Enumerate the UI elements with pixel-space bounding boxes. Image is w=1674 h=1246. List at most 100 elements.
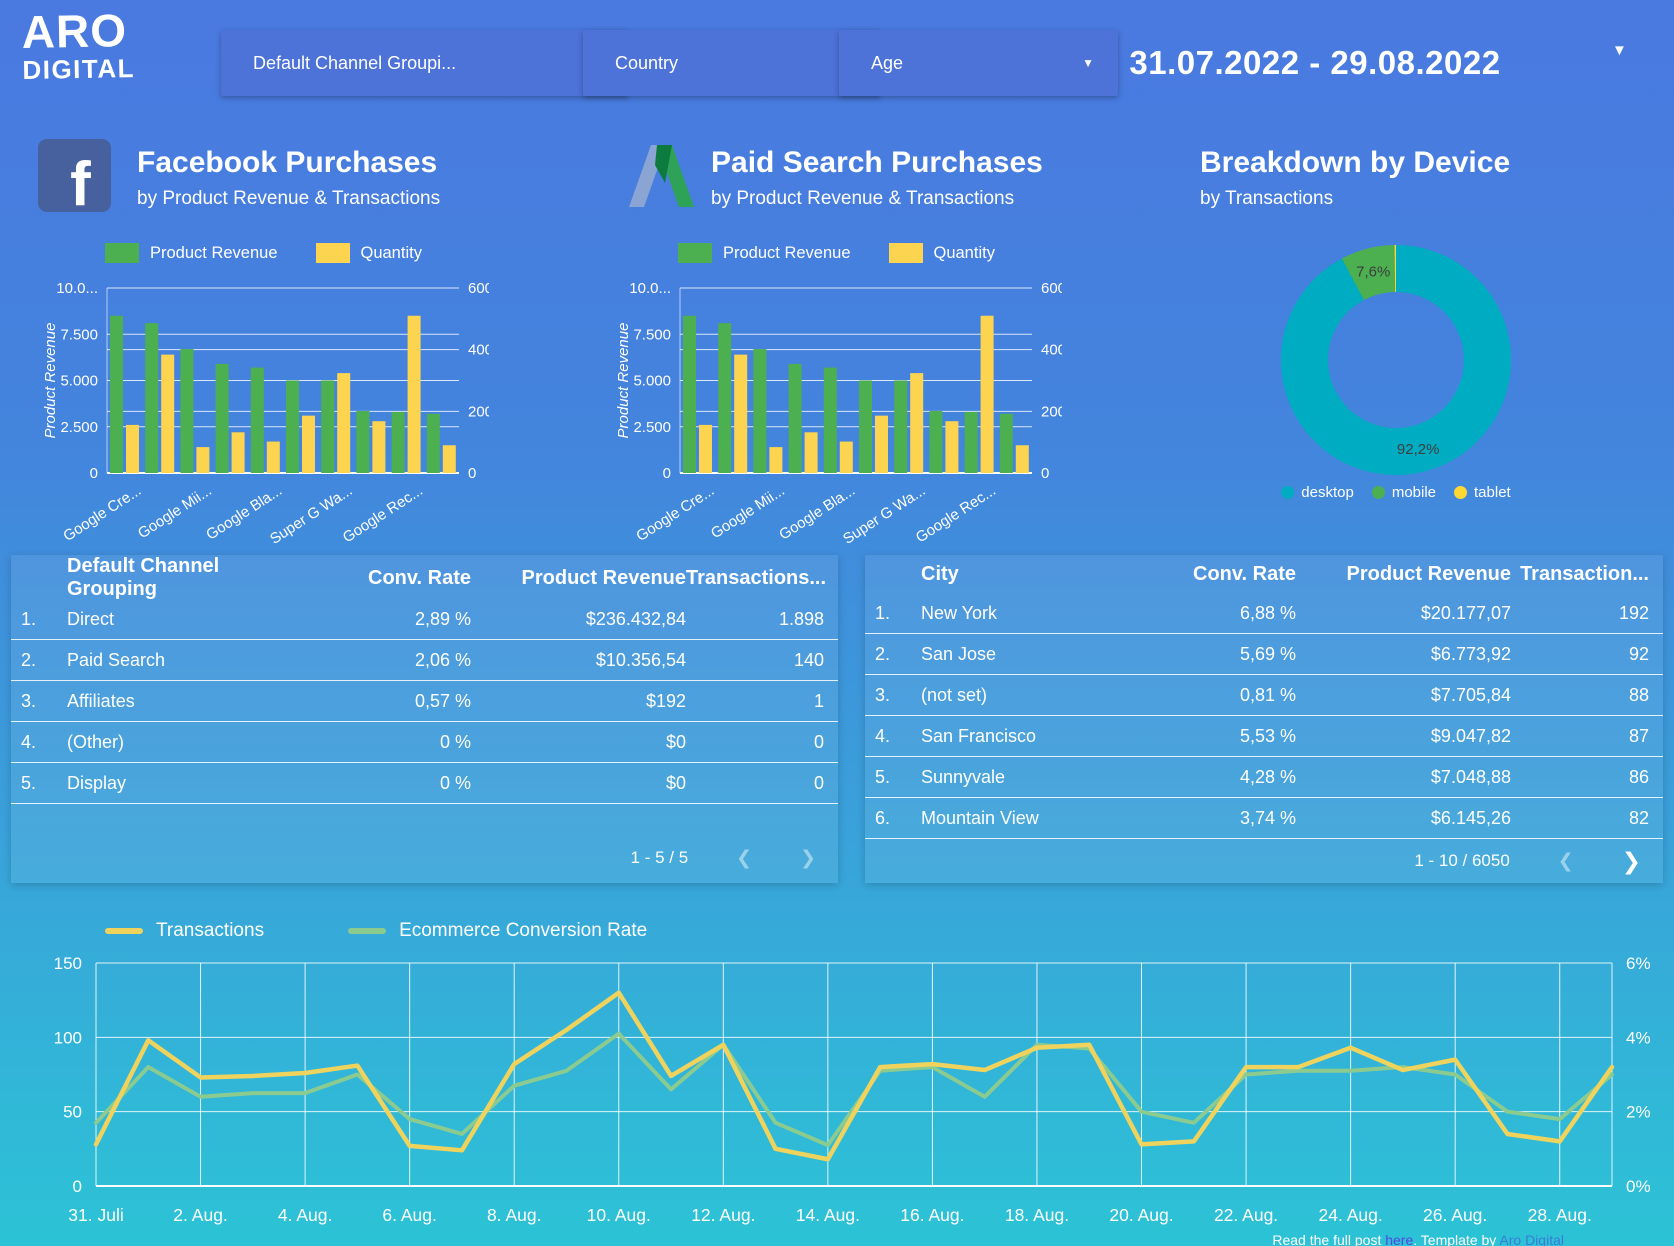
x-axis-category-label: Google Cre... — [60, 482, 144, 545]
column-header[interactable]: Product Revenue — [521, 566, 686, 589]
facebook-bar-chart[interactable]: 0 2.500 5.000 7.500 10.0... 0 200 400 600 Product… — [39, 276, 489, 551]
quantity-bar — [266, 441, 280, 473]
table-row[interactable]: 3. (not set) 0,81 % $7.705,84 88 — [865, 674, 1663, 715]
paid-search-section-subtitle: by Product Revenue & Transactions — [711, 188, 1015, 209]
revenue-bar — [683, 315, 696, 473]
table-row[interactable]: 3. Affiliates 0,57 % $192 1 — [11, 680, 838, 721]
pagination-next-icon[interactable]: ❯ — [800, 847, 816, 869]
row-index: 4. — [21, 731, 37, 752]
quantity-bar — [804, 432, 818, 473]
pagination-prev-icon[interactable]: ❮ — [736, 847, 753, 869]
table-row[interactable]: 6. Mountain View 3,74 % $6.145,26 82 — [865, 797, 1663, 838]
pagination-prev-icon[interactable]: ❮ — [1557, 850, 1574, 872]
donut-slice-label: 7,6% — [1356, 263, 1390, 280]
device-section-title: Breakdown by Device — [1200, 146, 1511, 179]
y-axis-tick-left: 0 — [90, 465, 98, 482]
table-cell: Paid Search — [67, 649, 166, 670]
donut-slice-label: 92,2% — [1397, 441, 1440, 458]
filter-label: Country — [615, 52, 679, 73]
column-header[interactable]: Transaction... — [1520, 562, 1649, 585]
table-row[interactable]: 2. San Jose 5,69 % $6.773,92 92 — [865, 633, 1663, 674]
table-cell: 192 — [1618, 602, 1649, 623]
table-row[interactable]: 4. San Francisco 5,53 % $9.047,82 87 — [865, 715, 1663, 756]
y-axis-tick-right: 0% — [1626, 1177, 1651, 1196]
paid-search-bar-chart[interactable]: 0 2.500 5.000 7.500 10.0... 0 200 400 600 Product… — [612, 276, 1062, 551]
table-row[interactable]: 5. Display 0 % $0 0 — [11, 762, 838, 803]
daily-trend-line-chart[interactable]: 0 0% 50 2% 100 4% 150 6% 31. Juli 2. Aug. 4. Aug. 6… — [20, 948, 1674, 1233]
table-cell: $10.356,54 — [595, 649, 686, 670]
quantity-bar — [769, 447, 783, 473]
revenue-bar — [753, 349, 767, 473]
table-cell: 3,74 % — [1239, 807, 1296, 828]
footer-link-here[interactable]: here — [1385, 1232, 1414, 1246]
table-row[interactable]: 2. Paid Search 2,06 % $10.356,54 140 — [11, 639, 838, 680]
column-header[interactable]: Conv. Rate — [368, 566, 471, 589]
filter-age[interactable]: Age ▼ — [839, 30, 1118, 96]
column-header[interactable]: Product Revenue — [1346, 562, 1511, 585]
row-index: 4. — [875, 725, 891, 746]
date-range-chevron-down-icon[interactable]: ▼ — [1612, 42, 1627, 59]
column-header[interactable]: Conv. Rate — [1193, 562, 1296, 585]
row-index: 5. — [875, 766, 891, 787]
revenue-bar — [391, 411, 405, 473]
x-axis-date-label: 10. Aug. — [587, 1205, 651, 1225]
table-cell: 0 % — [439, 772, 471, 793]
column-header[interactable]: City — [921, 562, 959, 585]
row-index: 3. — [875, 684, 891, 705]
desktop-dot — [1281, 486, 1295, 499]
table-cell: Display — [67, 772, 127, 793]
transactions-line-swatch — [105, 928, 143, 934]
filter-country[interactable]: Country ▼ — [583, 30, 880, 96]
legend-item: Quantity — [888, 243, 995, 263]
table-cell: 92 — [1628, 643, 1649, 664]
table-pagination: 1 - 10 / 6050 ❮ ❯ — [865, 839, 1663, 883]
table-cell: $6.145,26 — [1430, 807, 1511, 828]
device-section-subtitle: by Transactions — [1200, 188, 1334, 209]
filter-label: Age — [871, 52, 904, 73]
table-cell: $7.048,88 — [1430, 766, 1511, 787]
table-cell: 4,28 % — [1239, 766, 1296, 787]
footer-credit: Read the full post here. Template by Aro… — [1272, 1232, 1564, 1246]
table-row[interactable]: 1. New York 6,88 % $20.177,07 192 — [865, 593, 1663, 633]
trend-chart-legend: Transactions Ecommerce Conversion Rate — [105, 920, 647, 942]
channel-grouping-table: Default Channel Grouping Conv. Rate Produc… — [11, 555, 838, 883]
table-cell: $6.773,92 — [1430, 643, 1511, 664]
y-axis-tick-right: 200 — [1041, 403, 1062, 420]
column-header[interactable]: Default Channel Grouping — [67, 555, 220, 600]
y-axis-tick-left: 5.000 — [633, 373, 671, 390]
logo-line-1: ARO — [21, 4, 128, 58]
y-axis-tick-left: 10.0... — [629, 280, 671, 297]
device-donut-chart[interactable]: 92,2% 7,6% — [1246, 212, 1546, 512]
x-axis-date-label: 14. Aug. — [796, 1205, 860, 1225]
google-ads-icon — [629, 145, 694, 207]
filter-default-channel-grouping[interactable]: Default Channel Groupi... ▼ — [221, 30, 628, 96]
table-row[interactable]: 4. (Other) 0 % $0 0 — [11, 721, 838, 762]
x-axis-date-label: 2. Aug. — [173, 1205, 228, 1225]
y-axis-tick-right: 0 — [1041, 465, 1049, 482]
x-axis-date-label: 6. Aug. — [382, 1205, 437, 1225]
device-chart-legend: desktop mobile tablet — [1216, 484, 1576, 501]
y-axis-tick-right: 400 — [1041, 342, 1062, 359]
table-header-row: City Conv. Rate Product Revenue Transaction… — [865, 555, 1663, 593]
table-cell: 87 — [1628, 725, 1649, 746]
facebook-icon: f — [38, 139, 111, 212]
footer-link-aro-digital[interactable]: Aro Digital — [1499, 1232, 1564, 1246]
table-row[interactable]: 1. Direct 2,89 % $236.432,84 1.898 — [11, 599, 838, 639]
quantity-bar — [945, 421, 959, 473]
y-axis-tick-right: 600 — [1041, 280, 1062, 297]
table-cell: $20.177,07 — [1420, 602, 1511, 623]
y-axis-tick-left: 5.000 — [60, 373, 98, 390]
revenue-bar — [215, 363, 229, 473]
table-row[interactable]: 5. Sunnyvale 4,28 % $7.048,88 86 — [865, 756, 1663, 797]
revenue-bar — [823, 367, 837, 473]
legend-item: mobile — [1371, 484, 1436, 501]
pagination-next-icon[interactable]: ❯ — [1621, 847, 1641, 874]
pagination-range-label: 1 - 5 / 5 — [630, 848, 689, 867]
product-revenue-swatch — [105, 243, 139, 263]
table-pagination: 1 - 5 / 5 ❮ ❯ — [11, 833, 838, 883]
date-range-picker[interactable]: 31.07.2022 - 29.08.2022 — [1100, 30, 1530, 96]
y-axis-tick-left: 10.0... — [56, 280, 98, 297]
column-header[interactable]: Transactions... — [686, 566, 827, 589]
x-axis-category-label: Google Mii... — [135, 482, 215, 542]
